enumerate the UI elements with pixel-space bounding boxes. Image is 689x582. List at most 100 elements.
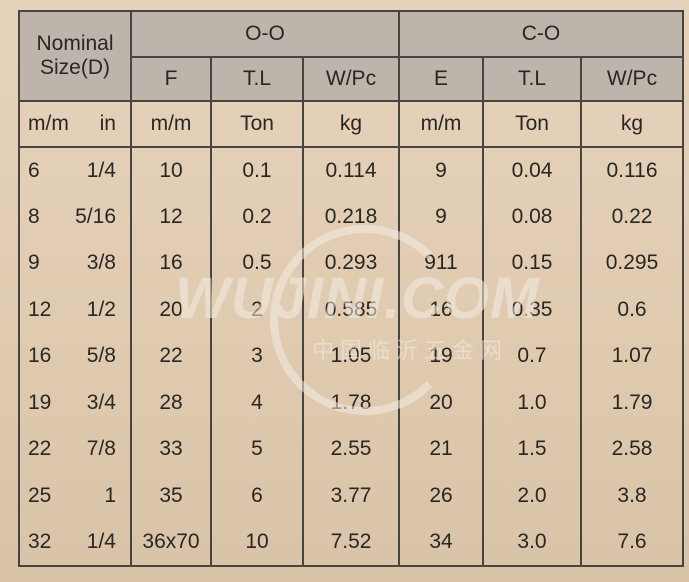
cell-size-mm: 9 — [28, 251, 40, 275]
cell-oo-w: 2.55 — [302, 426, 400, 473]
cell-size-mm: 8 — [28, 204, 40, 228]
cell-co-tl: 0.7 — [482, 333, 582, 380]
cell-oo-w: 3.77 — [302, 472, 400, 519]
group-header-co: C-O — [398, 10, 684, 58]
cell-co-tl: 1.5 — [482, 426, 582, 473]
spec-table: Nominal Size(D) O-O C-O F T.L W/Pc E T.L… — [18, 10, 684, 567]
cell-oo-tl: 4 — [210, 379, 304, 426]
unit-size: m/m in — [18, 100, 132, 148]
unit-co-tl: Ton — [482, 100, 582, 148]
group-header-oo: O-O — [130, 10, 400, 58]
cell-oo-tl: 3 — [210, 333, 304, 380]
unit-oo-tl: Ton — [210, 100, 304, 148]
cell-e: 34 — [398, 519, 484, 567]
cell-oo-w: 0.114 — [302, 146, 400, 194]
cell-size-in: 3/4 — [86, 390, 116, 414]
cell-f: 33 — [130, 426, 212, 473]
cell-size: 12 1/2 — [18, 286, 132, 333]
nominal-size-header: Nominal Size(D) — [18, 10, 132, 102]
col-header-e: E — [398, 56, 484, 102]
cell-co-w: 0.116 — [580, 146, 684, 194]
cell-oo-tl: 0.1 — [210, 146, 304, 194]
cell-f: 28 — [130, 379, 212, 426]
col-header-oo-tl: T.L — [210, 56, 304, 102]
table-row: 22 7/8 33 5 2.55 21 1.5 2.58 — [18, 426, 684, 473]
cell-size: 16 5/8 — [18, 333, 132, 380]
cell-oo-tl: 6 — [210, 472, 304, 519]
col-header-oo-w: W/Pc — [302, 56, 400, 102]
col-header-co-w: W/Pc — [580, 56, 684, 102]
cell-oo-w: 1.05 — [302, 333, 400, 380]
cell-oo-w: 0.585 — [302, 286, 400, 333]
cell-oo-tl: 2 — [210, 286, 304, 333]
cell-e: 9 — [398, 193, 484, 240]
unit-size-in: in — [99, 111, 116, 135]
table-row: 19 3/4 28 4 1.78 20 1.0 1.79 — [18, 379, 684, 426]
table-row: 25 1 35 6 3.77 26 2.0 3.8 — [18, 472, 684, 519]
cell-size-mm: 12 — [28, 297, 52, 321]
cell-e: 20 — [398, 379, 484, 426]
cell-e: 21 — [398, 426, 484, 473]
cell-oo-tl: 0.2 — [210, 193, 304, 240]
table-row: 6 1/4 10 0.1 0.114 9 0.04 0.116 — [18, 146, 684, 194]
cell-e: 26 — [398, 472, 484, 519]
cell-co-tl: 0.35 — [482, 286, 582, 333]
table-row: 8 5/16 12 0.2 0.218 9 0.08 0.22 — [18, 193, 684, 240]
cell-size-mm: 22 — [28, 437, 52, 461]
cell-size-in: 5/16 — [75, 204, 116, 228]
cell-e: 9 — [398, 146, 484, 194]
cell-oo-w: 0.293 — [302, 240, 400, 287]
cell-oo-w: 7.52 — [302, 519, 400, 567]
unit-co-w: kg — [580, 100, 684, 148]
table-row: 32 1/4 36x70 10 7.52 34 3.0 7.6 — [18, 519, 684, 567]
cell-size: 9 3/8 — [18, 240, 132, 287]
cell-e: 16 — [398, 286, 484, 333]
col-header-f: F — [130, 56, 212, 102]
cell-size-in: 5/8 — [86, 344, 116, 368]
unit-e: m/m — [398, 100, 484, 148]
table-row: 9 3/8 16 0.5 0.293 911 0.15 0.295 — [18, 240, 684, 287]
cell-size-mm: 19 — [28, 390, 52, 414]
cell-co-tl: 1.0 — [482, 379, 582, 426]
cell-size-mm: 25 — [28, 483, 52, 507]
cell-size: 22 7/8 — [18, 426, 132, 473]
cell-f: 12 — [130, 193, 212, 240]
cell-co-w: 0.6 — [580, 286, 684, 333]
cell-oo-w: 1.78 — [302, 379, 400, 426]
cell-co-w: 3.8 — [580, 472, 684, 519]
cell-e: 911 — [398, 240, 484, 287]
cell-f: 22 — [130, 333, 212, 380]
unit-oo-w: kg — [302, 100, 400, 148]
cell-co-tl: 0.04 — [482, 146, 582, 194]
cell-size-mm: 6 — [28, 158, 40, 182]
cell-co-w: 1.07 — [580, 333, 684, 380]
cell-co-w: 7.6 — [580, 519, 684, 567]
cell-oo-tl: 10 — [210, 519, 304, 567]
cell-f: 16 — [130, 240, 212, 287]
cell-size-in: 1/2 — [86, 297, 116, 321]
cell-co-tl: 0.15 — [482, 240, 582, 287]
cell-size-in: 3/8 — [86, 251, 116, 275]
table-row: 12 1/2 20 2 0.585 16 0.35 0.6 — [18, 286, 684, 333]
cell-size-in: 1/4 — [86, 529, 116, 553]
units-row: m/m in m/m Ton kg m/m Ton kg — [18, 100, 684, 148]
cell-size-mm: 32 — [28, 529, 52, 553]
table-row: 16 5/8 22 3 1.05 19 0.7 1.07 — [18, 333, 684, 380]
cell-f: 36x70 — [130, 519, 212, 567]
cell-size: 25 1 — [18, 472, 132, 519]
cell-f: 35 — [130, 472, 212, 519]
cell-e: 19 — [398, 333, 484, 380]
cell-co-w: 2.58 — [580, 426, 684, 473]
cell-size-in: 1 — [104, 483, 116, 507]
unit-f: m/m — [130, 100, 212, 148]
unit-size-mm: m/m — [28, 111, 69, 135]
cell-size-in: 1/4 — [86, 158, 116, 182]
cell-co-tl: 3.0 — [482, 519, 582, 567]
cell-f: 10 — [130, 146, 212, 194]
cell-size: 19 3/4 — [18, 379, 132, 426]
col-header-co-tl: T.L — [482, 56, 582, 102]
cell-size: 6 1/4 — [18, 146, 132, 194]
cell-co-w: 0.22 — [580, 193, 684, 240]
cell-co-w: 1.79 — [580, 379, 684, 426]
